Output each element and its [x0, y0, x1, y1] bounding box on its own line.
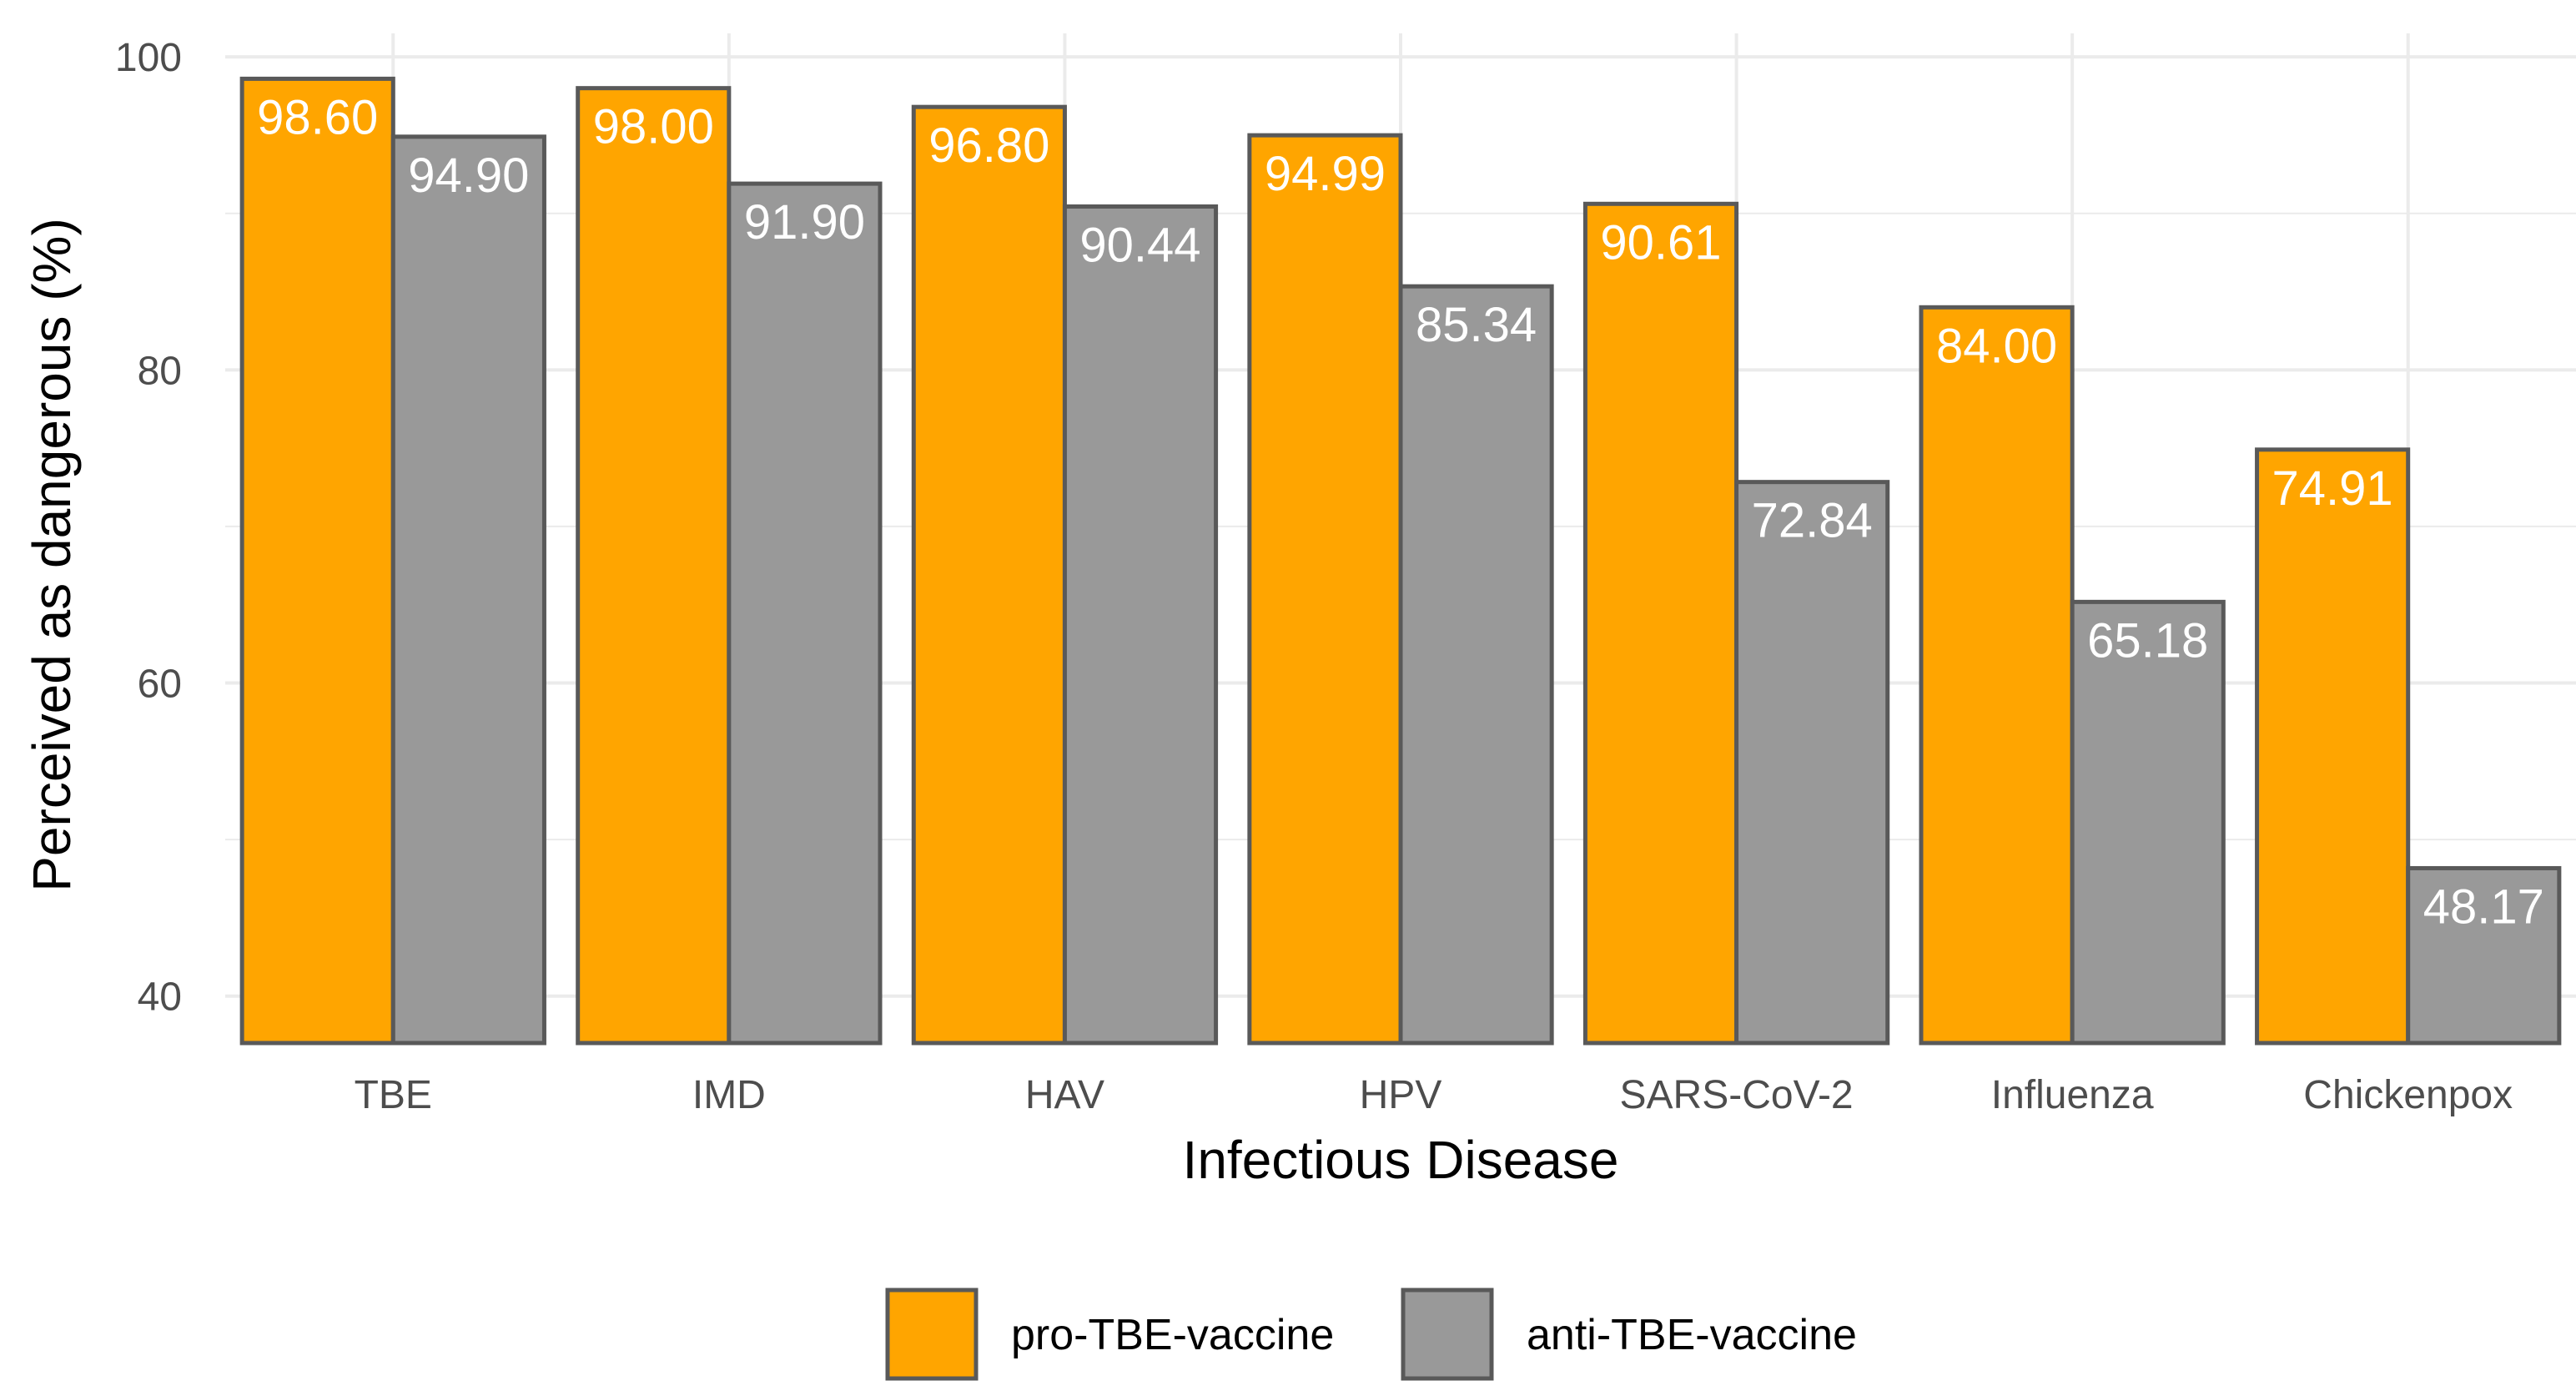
bar-value-label: 90.44 — [1079, 218, 1200, 272]
bar-anti-TBE-vaccine-TBE — [390, 134, 546, 1046]
x-tick-label: TBE — [355, 1073, 432, 1117]
y-tick-label: 40 — [138, 975, 182, 1020]
bar-anti-TBE-vaccine-IMD — [727, 181, 883, 1046]
bar-pro-TBE-vaccine-SARS-CoV-2 — [1582, 201, 1739, 1046]
bar-value-label: 72.84 — [1752, 494, 1873, 548]
bar-anti-TBE-vaccine-Chickenpox — [2406, 865, 2562, 1046]
bar-value-label: 65.18 — [2087, 613, 2208, 668]
x-tick-label: SARS-CoV-2 — [1620, 1073, 1854, 1117]
bar-anti-TBE-vaccine-Influenza — [2070, 599, 2226, 1046]
bar-value-label: 94.90 — [408, 149, 529, 203]
bar-value-label: 90.61 — [1600, 215, 1721, 270]
bar-value-label: 94.99 — [1265, 147, 1386, 201]
x-tick-label: Influenza — [1991, 1073, 2154, 1117]
legend-label-pro-TBE-vaccine: pro-TBE-vaccine — [1011, 1311, 1334, 1359]
legend-label-anti-TBE-vaccine: anti-TBE-vaccine — [1527, 1311, 1857, 1359]
bar-value-label: 48.17 — [2423, 879, 2544, 934]
bar-pro-TBE-vaccine-Chickenpox — [2255, 447, 2411, 1046]
bars — [239, 76, 2562, 1046]
x-tick-label: IMD — [692, 1073, 766, 1117]
bar-value-label: 98.60 — [257, 90, 378, 144]
bar-pro-TBE-vaccine-HAV — [911, 104, 1067, 1046]
bar-value-label: 74.91 — [2272, 461, 2393, 516]
x-axis-title: Infectious Disease — [1183, 1130, 1619, 1190]
bar-anti-TBE-vaccine-SARS-CoV-2 — [1734, 480, 1890, 1046]
x-tick-label: HAV — [1025, 1073, 1104, 1117]
x-tick-label: Chickenpox — [2303, 1073, 2513, 1117]
legend-key-pro-TBE-vaccine — [885, 1288, 979, 1381]
bar-value-label: 91.90 — [744, 195, 865, 249]
bar-anti-TBE-vaccine-HPV — [1398, 284, 1554, 1046]
bar-pro-TBE-vaccine-HPV — [1247, 133, 1403, 1046]
y-axis-title: Perceived as dangerous (%) — [22, 218, 82, 892]
bar-value-label: 98.00 — [593, 100, 714, 154]
y-tick-label: 60 — [138, 663, 182, 707]
bar-value-label: 96.80 — [928, 118, 1049, 173]
bar-value-label: 84.00 — [1936, 319, 2057, 373]
bar-pro-TBE-vaccine-IMD — [576, 86, 732, 1046]
y-tick-label: 100 — [115, 36, 182, 80]
y-axis-tick-labels: 40 60 80 100 — [115, 36, 182, 1020]
x-axis-tick-labels: TBE IMD HAV HPV SARS-CoV-2 Influenza Chickenpo… — [355, 1073, 2513, 1117]
bar-anti-TBE-vaccine-HAV — [1062, 204, 1219, 1046]
bar-labels: 98.60 94.90 98.00 91.90 96.80 90.44 94.99 85.34… — [257, 90, 2544, 934]
x-tick-label: HPV — [1360, 1073, 1442, 1117]
y-tick-label: 80 — [138, 349, 182, 393]
legend: pro-TBE-vaccine anti-TBE-vaccine — [885, 1288, 1857, 1381]
legend-key-anti-TBE-vaccine — [1401, 1288, 1494, 1381]
bar-pro-TBE-vaccine-Influenza — [1919, 305, 2075, 1046]
bar-value-label: 85.34 — [1416, 298, 1537, 352]
bar-pro-TBE-vaccine-TBE — [239, 76, 395, 1046]
